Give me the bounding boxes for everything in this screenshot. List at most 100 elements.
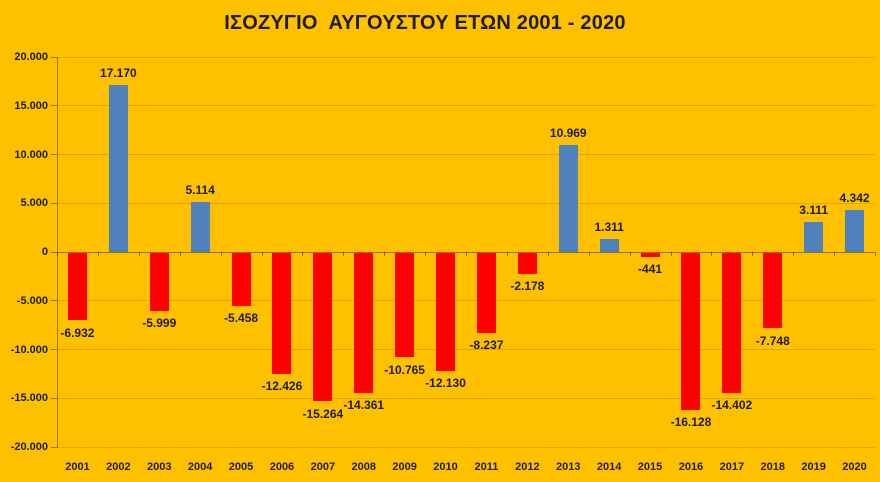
x-axis-tick: [752, 252, 754, 256]
y-gridline: [57, 105, 875, 107]
y-axis-label: 10.000: [14, 148, 48, 161]
x-axis-tick: [547, 252, 549, 256]
bar-2001: [67, 252, 87, 321]
x-axis-tick: [834, 252, 836, 256]
x-axis-tick: [670, 252, 672, 256]
x-axis-tick: [793, 252, 795, 256]
y-gridline: [57, 154, 875, 155]
x-axis-label-2012: 2012: [515, 461, 540, 473]
y-gridline: [57, 56, 875, 58]
y-axis-label: 0: [41, 246, 48, 258]
bar-2018: [763, 252, 783, 329]
y-gridline: [57, 349, 875, 350]
x-axis-label-2013: 2013: [556, 461, 581, 473]
x-axis-label-2008: 2008: [351, 461, 376, 473]
y-axis-tick: [51, 397, 57, 399]
x-axis-tick: [711, 252, 713, 256]
value-label-2005: -5.458: [224, 311, 259, 326]
y-axis-tick: [51, 154, 57, 155]
x-axis-label-2019: 2019: [801, 461, 826, 473]
x-axis-tick: [138, 252, 140, 256]
bar-2016: [681, 252, 701, 410]
y-gridline: [57, 397, 875, 399]
bar-2019: [804, 221, 824, 252]
y-axis-label: 15.000: [14, 99, 48, 112]
bar-2017: [722, 252, 742, 393]
x-axis-tick: [179, 252, 181, 256]
bar-2013: [558, 145, 578, 252]
y-axis-label: 5.000: [20, 197, 48, 210]
x-axis-tick: [302, 252, 304, 256]
x-axis-label-2005: 2005: [228, 461, 254, 473]
value-label-2017: -14.402: [711, 398, 753, 413]
x-axis-tick: [875, 252, 876, 256]
y-gridline: [57, 202, 875, 204]
bar-2002: [108, 84, 128, 252]
value-label-2011: -8.237: [469, 338, 504, 353]
value-label-2014: 1.311: [594, 220, 624, 235]
y-axis-label: -20.000: [10, 441, 48, 453]
y-axis-tick: [51, 56, 57, 58]
bar-2012: [517, 252, 537, 274]
bar-2004: [190, 202, 210, 252]
x-axis-label-2010: 2010: [433, 461, 458, 473]
y-axis-label: 20.000: [14, 51, 48, 63]
x-axis-label-2018: 2018: [760, 461, 785, 473]
bar-2020: [845, 209, 865, 252]
value-label-2004: 5.114: [185, 183, 215, 198]
bar-2007: [313, 252, 333, 402]
value-label-2016: -16.128: [670, 415, 712, 430]
x-axis-tick: [629, 252, 631, 256]
y-gridline: [57, 446, 875, 448]
x-axis-zero-line: [57, 251, 875, 253]
x-axis-label-2014: 2014: [596, 461, 622, 473]
x-axis-label-2009: 2009: [392, 461, 417, 473]
y-axis-label: -5.000: [16, 294, 48, 307]
y-axis-label: -10.000: [10, 343, 48, 356]
x-axis-tick: [466, 252, 467, 256]
x-axis-label-2016: 2016: [678, 461, 704, 473]
value-label-2013: 10.969: [549, 126, 587, 141]
y-axis-tick: [51, 446, 57, 448]
bar-2010: [436, 252, 456, 371]
x-axis-tick: [506, 252, 508, 256]
x-axis-tick: [588, 252, 590, 256]
x-axis-tick: [425, 252, 427, 256]
x-axis-tick: [343, 252, 345, 256]
x-axis-label-2001: 2001: [65, 461, 90, 473]
x-axis-label-2003: 2003: [147, 461, 172, 473]
y-axis-tick: [51, 202, 57, 204]
value-label-2018: -7.748: [755, 333, 790, 348]
x-axis-tick: [97, 252, 99, 256]
x-axis-label-2015: 2015: [637, 461, 663, 473]
value-label-2002: 17.170: [99, 65, 137, 80]
y-axis-tick: [51, 105, 57, 107]
value-label-2010: -12.130: [425, 376, 466, 391]
value-label-2009: -10.765: [384, 362, 425, 377]
value-label-2003: -5.999: [142, 316, 177, 331]
y-axis-label: -15.000: [10, 392, 48, 405]
chart-title: ΙΣΟΖΥΓΙΟ ΑΥΓΟΥΣΤΟΥ ΕΤΩΝ 2001 - 2020: [224, 12, 626, 34]
value-label-2019: 3.111: [799, 202, 828, 217]
x-axis-tick: [57, 252, 58, 256]
bar-2003: [149, 252, 169, 311]
x-axis-label-2017: 2017: [719, 461, 745, 473]
bar-2014: [599, 239, 619, 252]
value-label-2007: -15.264: [302, 406, 344, 421]
bar-2009: [395, 252, 415, 358]
x-axis-tick: [220, 252, 222, 256]
bar-2008: [354, 252, 374, 393]
value-label-2015: -441: [638, 262, 663, 277]
x-axis-label-2004: 2004: [187, 461, 213, 473]
bar-2011: [476, 252, 496, 333]
x-axis-label-2002: 2002: [106, 461, 131, 473]
y-gridline: [57, 300, 875, 302]
x-axis-label-2006: 2006: [269, 461, 295, 473]
bar-2006: [272, 252, 292, 374]
value-label-2001: -6.932: [60, 325, 95, 340]
value-label-2020: 4.342: [839, 190, 870, 205]
x-axis-label-2007: 2007: [310, 461, 336, 473]
y-axis-line: [57, 57, 58, 448]
x-axis-label-2020: 2020: [842, 461, 867, 473]
